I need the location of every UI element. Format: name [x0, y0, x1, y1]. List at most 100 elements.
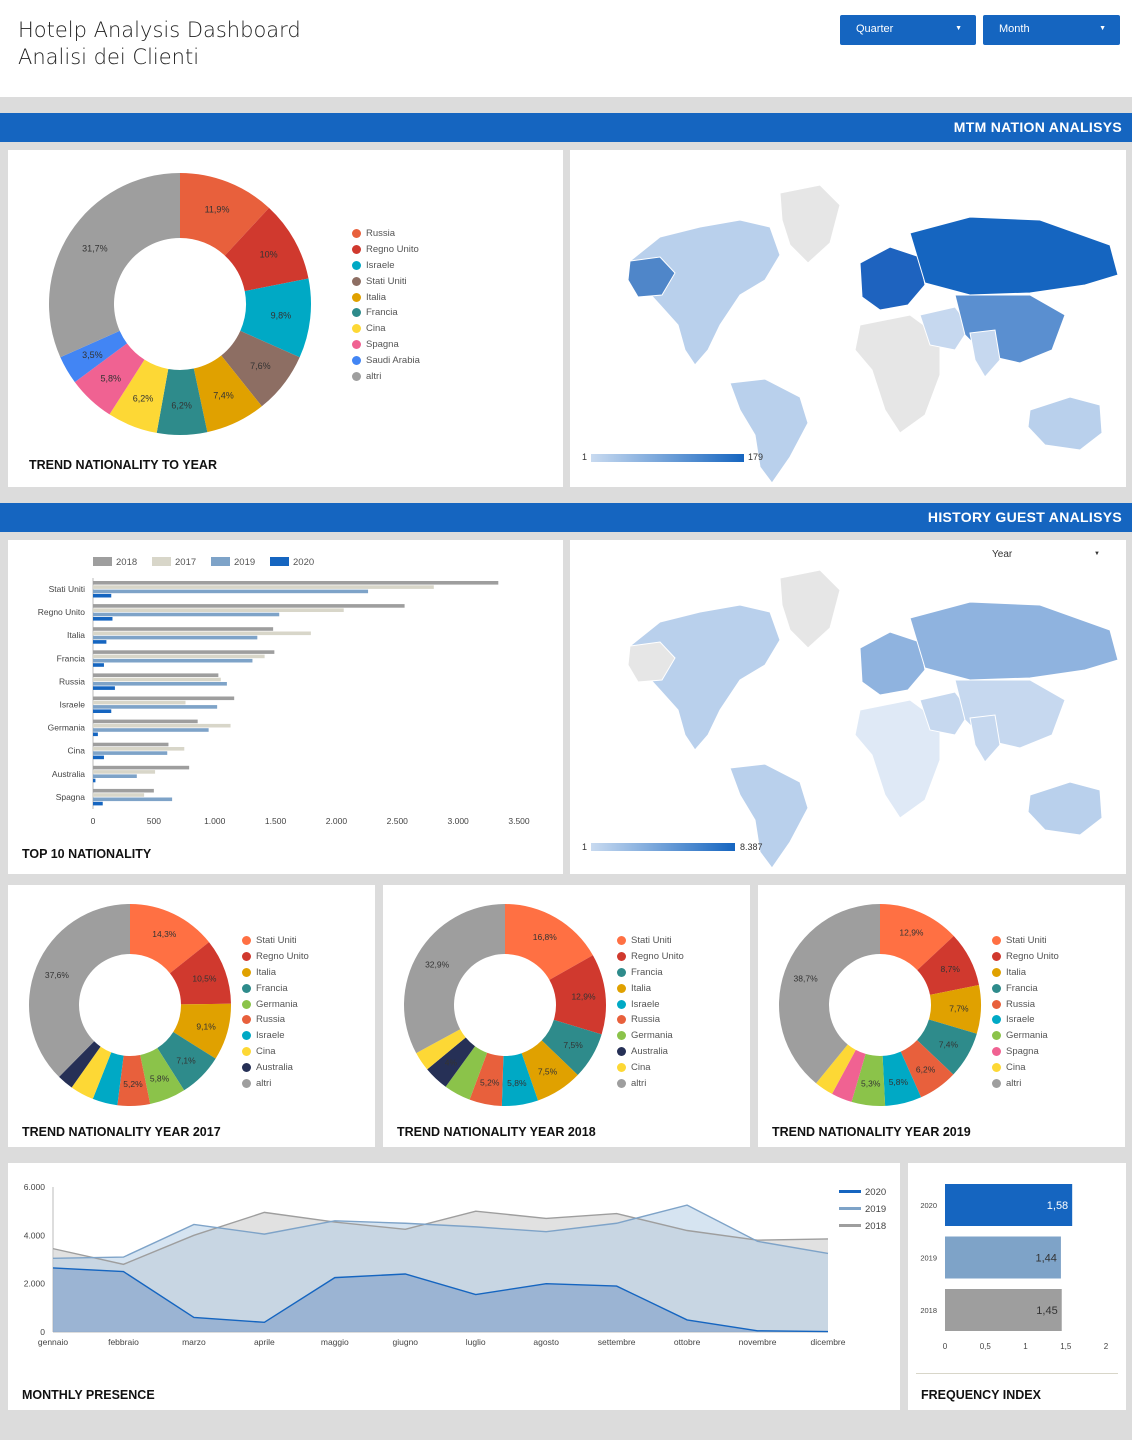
legend-item[interactable]: Australia	[242, 1059, 309, 1075]
pie-slice[interactable]	[48, 173, 180, 358]
pie-slice[interactable]	[900, 1040, 954, 1098]
pie-slice[interactable]	[416, 1029, 466, 1070]
bar[interactable]	[93, 742, 169, 747]
pie-slice[interactable]	[427, 1037, 476, 1087]
legend-item[interactable]: Stati Uniti	[242, 933, 309, 949]
bar[interactable]	[93, 788, 154, 793]
map-region-sa[interactable]	[729, 763, 809, 869]
pie-slice[interactable]	[71, 1046, 112, 1099]
pie-slice[interactable]	[880, 904, 954, 971]
bar[interactable]	[945, 1184, 1073, 1226]
legend-item[interactable]: Stati Uniti	[617, 933, 684, 949]
pie-slice[interactable]	[221, 330, 300, 407]
legend-item[interactable]: Francia	[352, 305, 420, 321]
map-region-na[interactable]	[629, 604, 781, 751]
bar[interactable]	[93, 608, 344, 612]
bar[interactable]	[93, 700, 186, 705]
pie-slice[interactable]	[541, 1019, 602, 1076]
bar[interactable]	[93, 747, 185, 751]
pie-slice[interactable]	[193, 355, 262, 433]
pie-slice[interactable]	[816, 1044, 856, 1094]
bar[interactable]	[93, 686, 115, 690]
bar[interactable]	[93, 581, 499, 585]
pie-slice[interactable]	[928, 984, 981, 1034]
bar[interactable]	[93, 709, 112, 713]
quarter-dropdown[interactable]: Quarter ▼	[840, 15, 976, 45]
bar[interactable]	[93, 663, 104, 667]
month-dropdown[interactable]: Month ▼	[983, 15, 1120, 45]
pie-slice[interactable]	[60, 330, 128, 383]
map-region-australia[interactable]	[1027, 396, 1103, 451]
legend-item[interactable]: Germania	[617, 1028, 684, 1044]
map-region-asia[interactable]	[954, 294, 1066, 364]
bar[interactable]	[93, 682, 227, 686]
bar[interactable]	[93, 654, 265, 659]
bar[interactable]	[93, 658, 253, 663]
bar[interactable]	[93, 719, 198, 724]
bar[interactable]	[93, 755, 104, 760]
pie-slice[interactable]	[117, 1054, 151, 1106]
legend-item[interactable]: Francia	[992, 980, 1059, 996]
pie-slice[interactable]	[505, 904, 593, 980]
legend-item[interactable]: Israele	[352, 258, 420, 274]
legend-item[interactable]: Spagna	[992, 1044, 1059, 1060]
pie-slice[interactable]	[851, 1053, 886, 1106]
map-region-russia[interactable]	[909, 601, 1119, 681]
bar[interactable]	[93, 723, 231, 728]
bar[interactable]	[93, 778, 96, 783]
legend-item[interactable]: Italia	[352, 289, 420, 305]
legend-item[interactable]: Italia	[617, 980, 684, 996]
legend-item[interactable]: Germania	[992, 1028, 1059, 1044]
bar[interactable]	[93, 635, 258, 640]
bar[interactable]	[93, 631, 311, 636]
bar[interactable]	[93, 696, 235, 701]
pie-slice[interactable]	[59, 1041, 101, 1088]
legend-item[interactable]: Spagna	[352, 337, 420, 353]
map-region-alaska[interactable]	[627, 641, 676, 683]
legend-label[interactable]: 2019	[234, 557, 255, 568]
pie-slice[interactable]	[445, 1046, 488, 1100]
bar[interactable]	[93, 640, 107, 644]
pie-slice[interactable]	[917, 936, 979, 995]
pie-slice[interactable]	[157, 1032, 216, 1091]
legend-item[interactable]: Italia	[242, 965, 309, 981]
map-region-europe[interactable]	[859, 631, 926, 696]
legend-item[interactable]: Saudi Arabia	[352, 352, 420, 368]
legend-item[interactable]: Cina	[242, 1044, 309, 1060]
map-region-australia[interactable]	[1027, 781, 1103, 836]
legend-label[interactable]: 2020	[865, 1187, 886, 1198]
bar[interactable]	[93, 793, 145, 797]
map-region-mideast[interactable]	[919, 691, 971, 736]
legend-item[interactable]: Cina	[352, 321, 420, 337]
pie-slice[interactable]	[29, 904, 130, 1077]
map-region-alaska[interactable]	[627, 256, 676, 298]
pie-slice[interactable]	[549, 955, 606, 1035]
legend-item[interactable]: Russia	[352, 226, 420, 242]
legend-item[interactable]: altri	[617, 1075, 684, 1091]
bar[interactable]	[93, 617, 113, 621]
pie-slice[interactable]	[156, 368, 208, 435]
bar[interactable]	[93, 801, 103, 806]
pie-slice[interactable]	[404, 904, 505, 1054]
legend-item[interactable]: Germania	[242, 996, 309, 1012]
series-line[interactable]	[52, 1210, 829, 1266]
legend-item[interactable]: altri	[992, 1075, 1059, 1091]
legend-item[interactable]: Israele	[242, 1028, 309, 1044]
bar[interactable]	[93, 765, 190, 770]
map-region-mideast[interactable]	[919, 306, 971, 351]
pie-slice[interactable]	[779, 904, 880, 1084]
pie-slice[interactable]	[240, 278, 312, 358]
bar[interactable]	[945, 1289, 1062, 1331]
bar[interactable]	[93, 673, 219, 677]
bar[interactable]	[93, 627, 274, 631]
map-region-europe[interactable]	[859, 246, 926, 311]
bar[interactable]	[93, 585, 434, 589]
bar[interactable]	[93, 728, 209, 732]
legend-item[interactable]: altri	[352, 368, 420, 384]
legend-item[interactable]: Russia	[617, 1012, 684, 1028]
bar[interactable]	[93, 677, 221, 682]
legend-item[interactable]: Israele	[617, 996, 684, 1012]
bar[interactable]	[93, 604, 405, 608]
pie-slice[interactable]	[180, 173, 270, 256]
pie-slice[interactable]	[173, 1003, 231, 1059]
